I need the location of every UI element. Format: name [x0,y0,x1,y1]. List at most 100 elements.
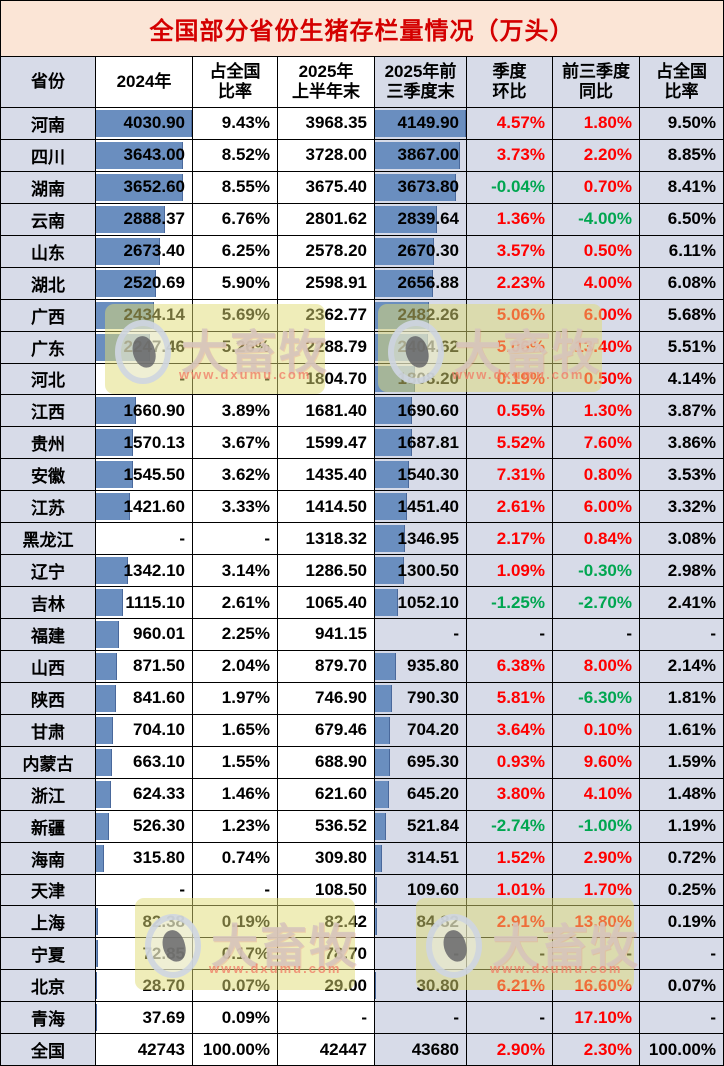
table-row: 海南 315.80 0.74% 309.80 314.51 1.52% 2.90% 0.72% [1,842,723,875]
cell-share-2024: 3.14% [193,555,278,587]
cell-share-q3: 3.32% [640,491,723,523]
cell-h1-2025: - [278,1002,375,1034]
cell-share-2024: - [193,874,278,906]
cell-share-q3: 1.61% [640,714,723,746]
cell-yoy: 17.10% [553,1002,640,1034]
cell-h1-2025: 309.80 [278,842,375,874]
cell-share-q3: 1.19% [640,810,723,842]
cell-h1-2025: 688.90 [278,746,375,778]
cell-y2024: - [96,363,193,395]
cell-q3-2025: 790.30 [375,682,467,714]
table-row: 山东 2673.40 6.25% 2578.20 2670.30 3.57% 0.50% 6.… [1,235,723,268]
cell-h1-2025: 1318.32 [278,523,375,555]
cell-qoq: 0.19% [467,363,553,395]
cell-y2024: 2434.14 [96,299,193,331]
table-row: 上海 82.38 0.19% 82.42 84.82 2.91% 13.80% 0.19% [1,906,723,939]
cell-y2024: 704.10 [96,714,193,746]
data-bar [375,397,413,425]
cell-yoy: 1.70% [553,874,640,906]
cell-yoy: 4.10% [553,778,640,810]
cell-yoy: 6.00% [553,299,640,331]
cell-qoq: 6.21% [467,970,553,1002]
data-bar [375,429,412,457]
cell-yoy: 0.70% [553,171,640,203]
cell-y2024: 663.10 [96,746,193,778]
data-bar [375,780,390,808]
cell-y2024: 2888.37 [96,203,193,235]
cell-h1-2025: 2288.79 [278,331,375,363]
cell-yoy: 6.00% [553,491,640,523]
cell-y2024: 1115.10 [96,587,193,618]
cell-q3-2025: 1540.30 [375,459,467,491]
cell-share-2024: 2.04% [193,650,278,682]
data-bar [96,812,109,840]
cell-qoq: -1.25% [467,587,553,618]
cell-share-q3: 8.41% [640,171,723,203]
cell-share-q3: 0.72% [640,842,723,874]
cell-qoq: 1.01% [467,874,553,906]
cell-qoq: 3.80% [467,778,553,810]
cell-share-2024: 0.17% [193,938,278,970]
column-header-h1-2025: 2025年 上半年末 [278,57,375,107]
table-row: 吉林 1115.10 2.61% 1065.40 1052.10 -1.25% -2.70%… [1,587,723,619]
cell-province: 吉林 [1,587,96,618]
cell-share-q3: - [640,1002,723,1034]
cell-yoy: 1.80% [553,108,640,139]
cell-yoy: 9.60% [553,746,640,778]
cell-share-2024: 6.76% [193,203,278,235]
cell-y2024: 37.69 [96,1002,193,1034]
data-bar [96,780,111,808]
cell-share-q3: - [640,938,723,970]
cell-h1-2025: 82.42 [278,906,375,938]
column-header-yoy: 前三季度 同比 [553,57,640,107]
cell-share-q3: 2.14% [640,650,723,682]
data-bar [96,429,134,457]
table-title: 全国部分省份生猪存栏量情况（万头） [149,18,575,45]
cell-qoq: 3.73% [467,139,553,171]
cell-y2024: 315.80 [96,842,193,874]
cell-q3-2025: 1300.50 [375,555,467,587]
cell-share-2024: 3.62% [193,459,278,491]
data-bar [96,589,123,616]
cell-province: 甘肃 [1,714,96,746]
table-row: 辽宁 1342.10 3.14% 1286.50 1300.50 1.09% -0.30% 2… [1,555,723,588]
column-header-share-2024: 占全国 比率 [193,57,278,107]
data-bar [375,652,396,680]
cell-yoy: 0.50% [553,363,640,395]
cell-h1-2025: 1065.40 [278,587,375,618]
cell-h1-2025: 2801.62 [278,203,375,235]
cell-qoq: -2.74% [467,810,553,842]
cell-y2024: 28.70 [96,970,193,1002]
cell-share-2024: - [193,523,278,555]
table-row: 陕西 841.60 1.97% 746.90 790.30 5.81% -6.30% 1.81… [1,682,723,715]
table-row: 江西 1660.90 3.89% 1681.40 1690.60 0.55% 1.30% 3.… [1,395,723,428]
table-row: 河北 - -1804.70 1808.20 0.19% 0.50% 4.14% [1,363,723,396]
cell-province: 四川 [1,139,96,171]
cell-province: 湖北 [1,267,96,299]
cell-province: 海南 [1,842,96,874]
table-row: 江苏 1421.60 3.33% 1414.50 1451.40 2.61% 6.00% 3.… [1,491,723,524]
cell-qoq: 5.81% [467,682,553,714]
cell-share-2024: 2.61% [193,587,278,618]
cell-qoq: 5.06% [467,331,553,363]
cell-qoq: 3.64% [467,714,553,746]
cell-province: 天津 [1,874,96,906]
cell-h1-2025: 3968.35 [278,108,375,139]
cell-y2024: 2673.40 [96,235,193,267]
cell-share-q3: 3.53% [640,459,723,491]
cell-qoq: - [467,619,553,650]
data-bar [96,621,119,648]
cell-h1-2025: 879.70 [278,650,375,682]
cell-q3-2025: 1687.81 [375,427,467,459]
cell-province: 湖南 [1,171,96,203]
cell-share-q3: 2.41% [640,587,723,618]
table-row: 天津 - -108.50 109.60 1.01% 1.70% 0.25% [1,874,723,907]
table-row-total: 全国 42743 100.00% 42447 43680 2.90% 2.30% 100.00… [1,1034,723,1065]
cell-y2024: 2247.46 [96,331,193,363]
cell-q3-2025: 695.30 [375,746,467,778]
data-bar [96,141,183,169]
cell-q3-2025: 109.60 [375,874,467,906]
cell-y2024: 1545.50 [96,459,193,491]
cell-share-q3: 3.08% [640,523,723,555]
cell-q3-2025: 3673.80 [375,171,467,203]
